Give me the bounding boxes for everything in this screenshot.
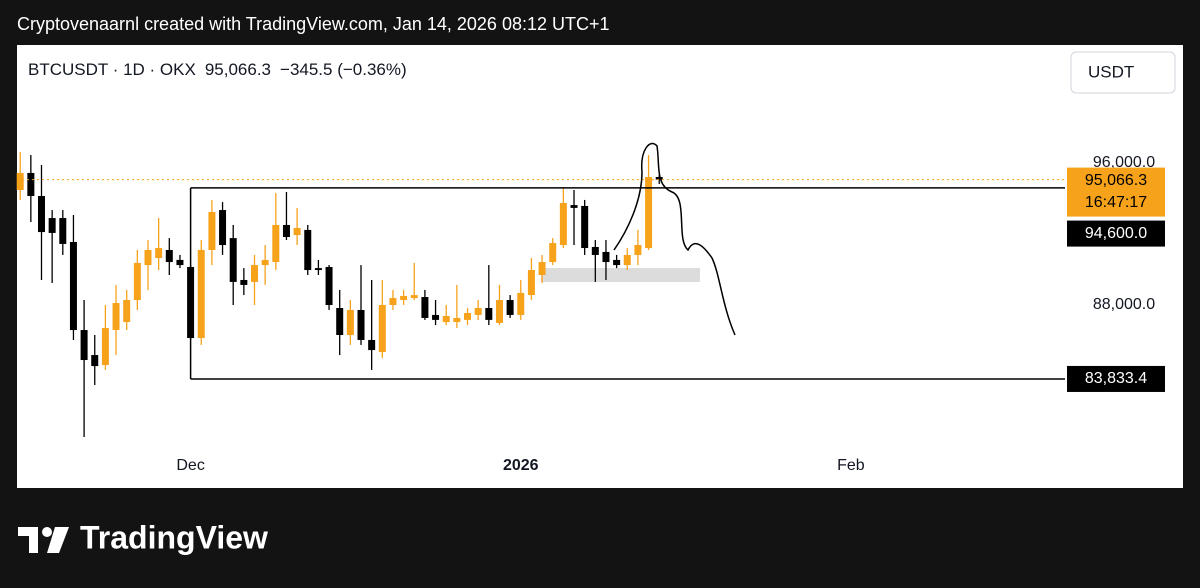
legend: BTCUSDT · 1D · OKX 95,066.3 −345.5 (−0.36%… — [28, 60, 407, 79]
candle-body — [229, 238, 237, 282]
candle-body — [101, 328, 109, 365]
candle-body — [464, 312, 472, 320]
candle-body — [357, 309, 365, 340]
chart-panel — [17, 45, 1183, 488]
legend-price: 95,066.3 — [205, 60, 271, 79]
y-tick-label: 96,000.0 — [1093, 154, 1155, 171]
candle-body — [527, 270, 535, 296]
candle-body — [474, 308, 482, 315]
candle-body — [368, 339, 376, 351]
candle-body — [240, 279, 248, 285]
candle-body — [251, 265, 259, 282]
currency-label[interactable]: USDT — [1088, 62, 1134, 81]
candle-body — [272, 224, 280, 263]
attribution: Cryptovenaarnl created with TradingView.… — [17, 14, 610, 34]
price-line-label: 83,833.4 — [1085, 370, 1147, 387]
legend-change: −345.5 (−0.36%) — [280, 60, 407, 79]
logo-mark — [18, 527, 38, 553]
candle-body — [613, 259, 621, 266]
candle-body — [538, 262, 546, 276]
support-zone — [541, 268, 700, 282]
candle-body — [559, 202, 567, 246]
candle-body — [314, 268, 322, 271]
price-line-box — [1067, 365, 1165, 392]
candle-body — [282, 224, 290, 238]
x-tick-label: 2026 — [503, 457, 539, 474]
candle-body — [208, 212, 216, 250]
candle-body — [506, 300, 514, 315]
plot: 88,000.0 96,000.0 Dec 2026 Feb 95,066.3 16:47:… — [16, 152, 1165, 474]
candle-body — [453, 317, 461, 323]
candle-body — [304, 229, 312, 271]
x-tick-label: Feb — [837, 457, 865, 474]
last-price-box — [1067, 167, 1165, 217]
candle-body — [421, 297, 429, 318]
candle-body — [219, 210, 227, 246]
candle-body — [570, 205, 578, 208]
candle-body — [48, 218, 56, 233]
candle-body — [155, 248, 163, 258]
candle-body — [485, 308, 493, 320]
candle-body — [112, 303, 120, 331]
candle-body — [91, 355, 99, 367]
candle-body — [655, 177, 663, 180]
symbol: BTCUSDT · 1D · OKX — [28, 60, 196, 79]
candle-body — [495, 300, 503, 323]
y-tick-label: 88,000.0 — [1093, 296, 1155, 313]
candle-body — [645, 177, 653, 249]
candle-body — [389, 298, 397, 306]
candle-body — [37, 196, 45, 233]
candle-body — [581, 205, 589, 249]
candle-body — [176, 259, 184, 266]
candle-body — [293, 227, 301, 236]
candle-body — [197, 249, 205, 339]
candle-body — [378, 305, 386, 353]
brand-logo: TradingView — [18, 519, 268, 555]
price-line-box — [1067, 220, 1165, 247]
logo-dot — [42, 527, 52, 537]
logo-slash — [47, 527, 69, 553]
candle-body — [123, 300, 131, 323]
price-line-label: 94,600.0 — [1085, 225, 1147, 242]
candle-body — [80, 330, 88, 361]
last-price-label: 95,066.3 — [1085, 172, 1147, 189]
candle-body — [165, 249, 173, 263]
candle-body — [69, 241, 77, 331]
candle-body — [325, 267, 333, 306]
candle-body — [634, 245, 642, 255]
candle-body — [442, 316, 450, 323]
candle-body — [602, 251, 610, 263]
candle-body — [346, 309, 354, 335]
candle-body — [549, 243, 557, 263]
candle-body — [591, 246, 599, 255]
currency-button[interactable] — [1070, 51, 1176, 94]
candle-body — [133, 262, 141, 301]
x-tick-label: Dec — [176, 457, 204, 474]
candle-body — [59, 218, 67, 244]
countdown-label: 16:47:17 — [1085, 194, 1147, 211]
candle-body — [16, 172, 24, 190]
candle-body — [336, 308, 344, 335]
candle-body — [400, 295, 408, 301]
candle-body — [623, 254, 631, 266]
candle-body — [27, 172, 35, 197]
candle-body — [517, 292, 525, 315]
candle-body — [410, 295, 418, 299]
candle-body — [144, 249, 152, 266]
candle-body — [432, 314, 440, 320]
brand-name: TradingView — [80, 519, 268, 555]
hand-drawn-path — [613, 142, 736, 336]
candle-body — [261, 259, 269, 266]
